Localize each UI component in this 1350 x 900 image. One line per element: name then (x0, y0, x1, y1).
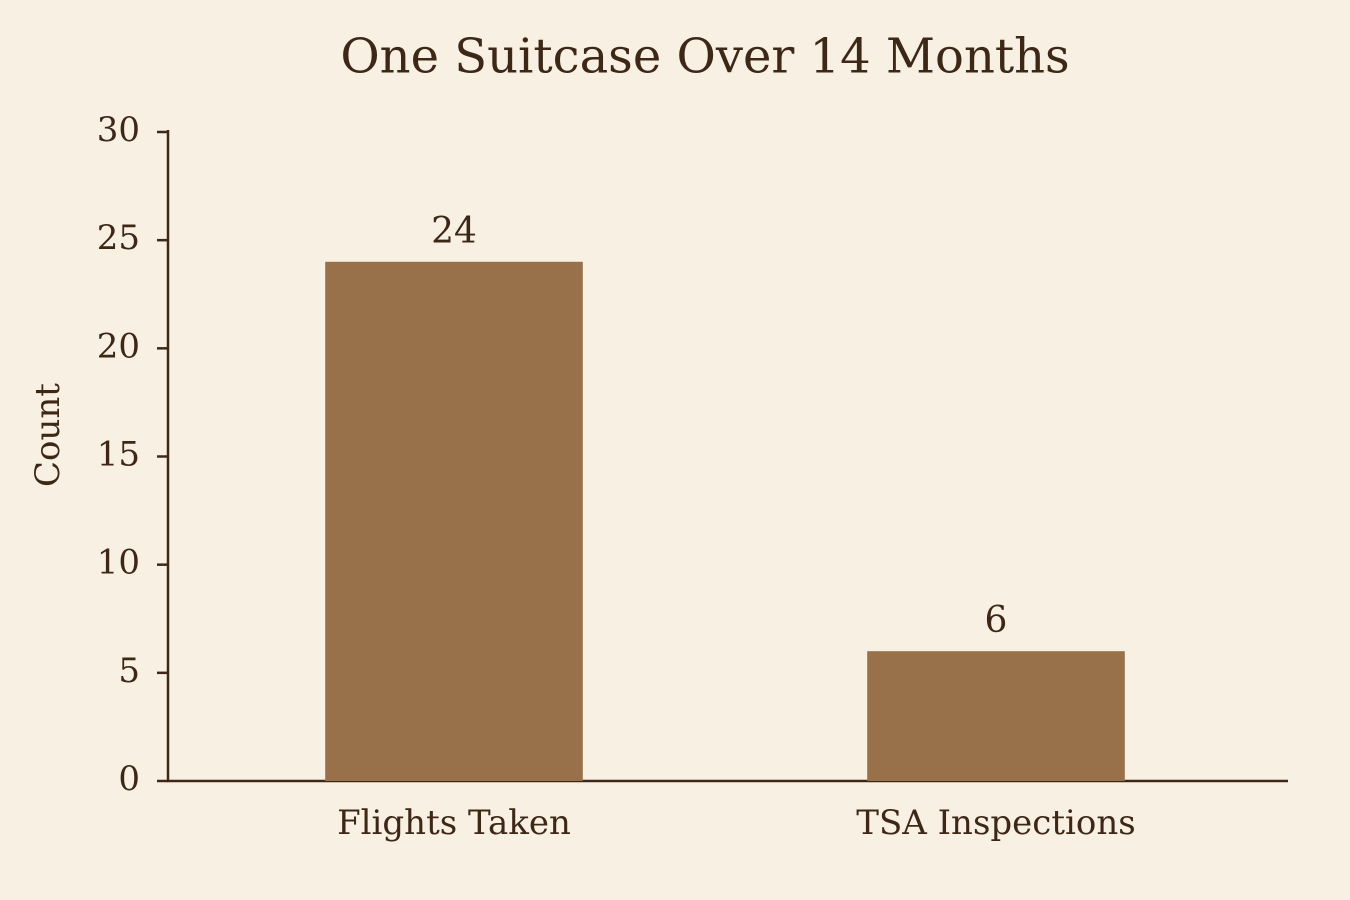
y-tick-label: 0 (118, 759, 140, 799)
chart-title: One Suitcase Over 14 Months (340, 29, 1069, 85)
y-tick-label: 25 (97, 218, 140, 258)
y-tick-label: 15 (97, 435, 140, 475)
x-tick-label: Flights Taken (337, 803, 571, 843)
bar (325, 261, 583, 781)
y-tick-label: 5 (118, 651, 140, 691)
y-tick-label: 10 (97, 543, 140, 583)
data-label: 6 (985, 600, 1008, 641)
data-label: 24 (431, 211, 477, 252)
bar (867, 651, 1125, 781)
y-tick-label: 20 (97, 326, 140, 366)
y-tick-label: 30 (97, 110, 140, 150)
x-tick-label: TSA Inspections (856, 803, 1135, 843)
y-axis-label: Count (28, 383, 68, 487)
